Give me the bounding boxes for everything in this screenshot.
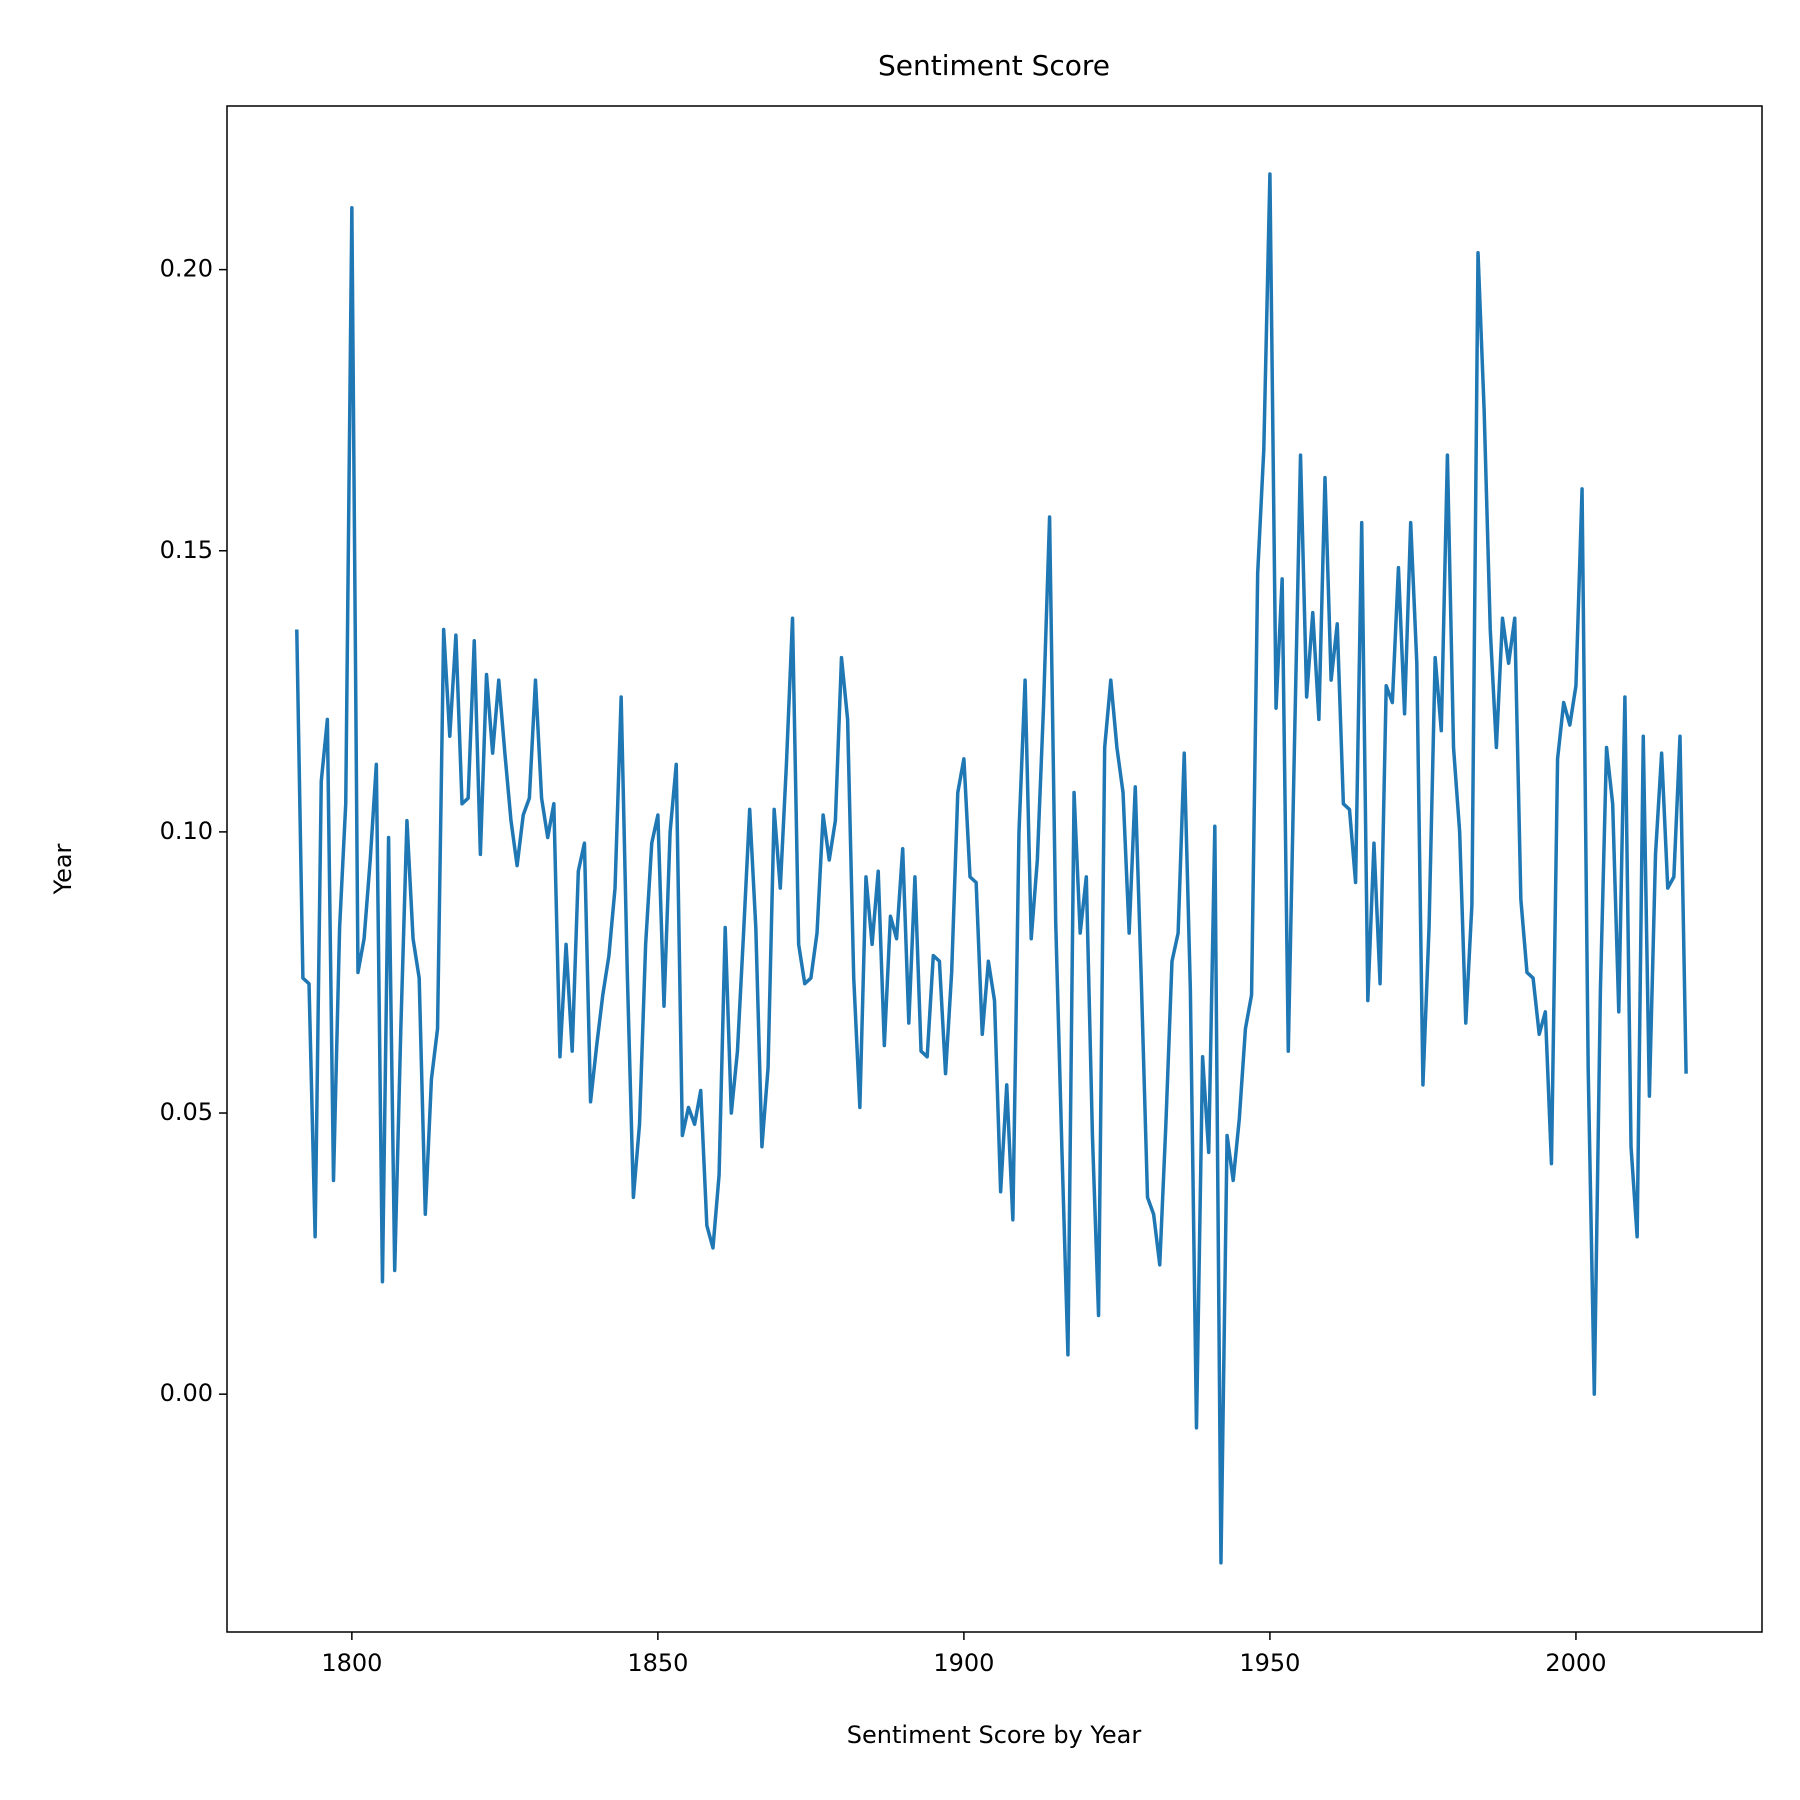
chart-title: Sentiment Score xyxy=(878,49,1110,82)
y-tick-label: 0.15 xyxy=(160,536,213,564)
x-tick-label: 2000 xyxy=(1545,1649,1606,1677)
data-line xyxy=(295,172,1688,1565)
y-tick-label: 0.20 xyxy=(160,255,213,283)
x-tick-label: 1950 xyxy=(1239,1649,1300,1677)
x-tick-label: 1800 xyxy=(321,1649,382,1677)
x-tick-label: 1850 xyxy=(627,1649,688,1677)
y-tick-label: 0.05 xyxy=(160,1098,213,1126)
y-tick-label: 0.00 xyxy=(160,1379,213,1407)
x-tick-label: 1900 xyxy=(933,1649,994,1677)
x-axis-label: Sentiment Score by Year xyxy=(847,1721,1142,1749)
plot-frame xyxy=(226,105,1763,1633)
y-axis-label: Year xyxy=(49,843,77,895)
y-tick-label: 0.10 xyxy=(160,817,213,845)
